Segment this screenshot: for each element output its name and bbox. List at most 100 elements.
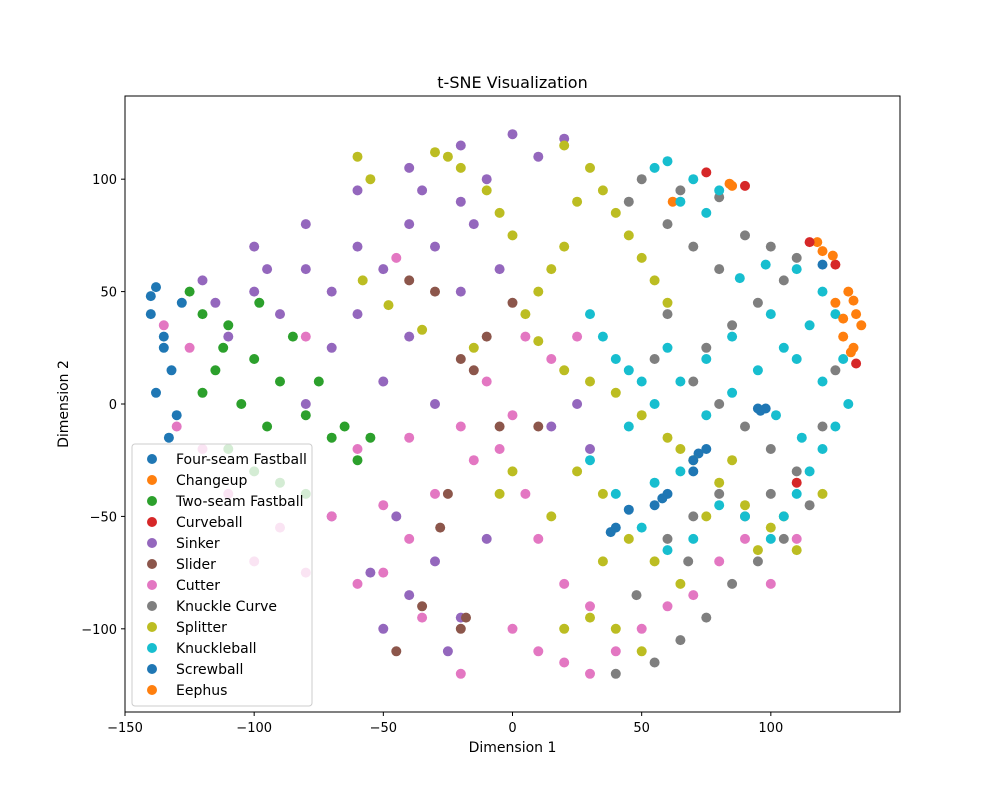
data-point-6 (158, 320, 169, 331)
data-point-9 (649, 477, 660, 488)
data-point-8 (701, 511, 712, 522)
data-point-6 (559, 578, 570, 589)
data-point-2 (210, 365, 221, 376)
data-point-6 (494, 444, 505, 454)
legend-marker (147, 496, 157, 506)
data-point-8 (597, 488, 608, 499)
data-point-8 (791, 545, 802, 556)
data-point-4 (430, 241, 440, 252)
data-point-4 (210, 297, 221, 308)
data-point-9 (830, 421, 841, 432)
data-point-7 (683, 556, 694, 567)
legend-label: Curveball (176, 515, 243, 531)
chart-title: t-SNE Visualization (437, 73, 587, 92)
data-point-6 (533, 646, 544, 657)
data-point-2 (300, 410, 311, 421)
data-point-8 (649, 556, 660, 567)
data-point-8 (533, 286, 544, 297)
x-axis-label: Dimension 1 (469, 740, 557, 756)
data-point-7 (623, 196, 634, 207)
data-point-0 (688, 466, 699, 477)
data-point-7 (662, 309, 673, 320)
data-point-6 (765, 578, 776, 589)
data-point-6 (468, 455, 479, 466)
data-point-5 (481, 331, 492, 342)
data-point-8 (585, 376, 595, 387)
data-point-9 (714, 500, 725, 511)
data-point-6 (533, 533, 544, 544)
data-point-8 (817, 488, 828, 499)
data-point-8 (546, 264, 557, 275)
data-point-8 (455, 162, 466, 173)
data-point-4 (455, 286, 466, 297)
data-point-9 (817, 286, 828, 297)
data-point-8 (623, 230, 634, 241)
data-point-4 (352, 309, 363, 320)
data-point-8 (765, 522, 776, 533)
legend: Four-seam Fastball Changeup Two-seam Fastb… (131, 443, 313, 707)
data-point-1 (843, 286, 854, 297)
y-tick-label: −50 (90, 510, 117, 525)
data-point-2 (249, 354, 260, 364)
data-point-4 (249, 241, 260, 252)
data-point-4 (481, 533, 492, 544)
data-point-9 (623, 365, 634, 376)
data-point-7 (817, 421, 828, 432)
data-point-3 (701, 167, 712, 178)
data-point-8 (507, 230, 518, 241)
data-point-8 (662, 297, 673, 308)
data-point-9 (675, 466, 686, 477)
data-point-3 (804, 237, 815, 248)
data-point-2 (262, 421, 273, 432)
data-point-7 (610, 668, 621, 679)
data-point-9 (610, 488, 621, 499)
data-point-11 (724, 178, 735, 189)
data-point-8 (649, 275, 660, 286)
points-layer (145, 129, 867, 679)
data-point-9 (636, 522, 647, 533)
data-point-7 (688, 376, 699, 387)
data-point-3 (791, 477, 802, 488)
legend-label: Knuckleball (176, 641, 256, 657)
data-point-8 (559, 140, 570, 151)
data-point-8 (442, 151, 453, 162)
x-tick-label: −100 (236, 721, 272, 736)
data-point-4 (417, 185, 428, 196)
data-point-6 (300, 331, 311, 342)
data-point-3 (830, 259, 841, 270)
data-point-4 (404, 219, 415, 230)
data-point-8 (585, 162, 595, 173)
data-point-10 (688, 455, 699, 466)
data-point-4 (378, 623, 389, 634)
data-point-7 (714, 399, 725, 409)
legend-marker (147, 685, 157, 695)
data-point-3 (851, 358, 862, 369)
data-point-9 (791, 488, 802, 499)
data-point-8 (572, 196, 583, 207)
data-point-4 (455, 196, 466, 207)
y-axis-label: Dimension 2 (56, 360, 72, 448)
data-point-4 (300, 399, 311, 409)
data-point-4 (352, 241, 363, 252)
y-tick-label: 100 (92, 173, 117, 188)
data-point-7 (649, 354, 660, 364)
data-point-2 (326, 432, 337, 443)
data-point-6 (546, 354, 557, 364)
data-point-2 (223, 320, 234, 331)
data-point-9 (623, 421, 634, 432)
data-point-2 (339, 421, 350, 432)
data-point-9 (597, 331, 608, 342)
legend-marker (147, 664, 157, 674)
data-point-7 (714, 488, 725, 499)
data-point-8 (468, 342, 479, 353)
data-point-8 (597, 556, 608, 567)
legend-marker (147, 559, 157, 569)
data-point-4 (197, 275, 208, 286)
y-tick-label: 50 (100, 286, 117, 301)
data-point-7 (701, 342, 712, 353)
data-point-4 (223, 331, 234, 342)
data-point-7 (830, 365, 841, 376)
data-point-5 (507, 297, 518, 308)
data-point-8 (636, 646, 647, 657)
data-point-7 (791, 252, 802, 263)
